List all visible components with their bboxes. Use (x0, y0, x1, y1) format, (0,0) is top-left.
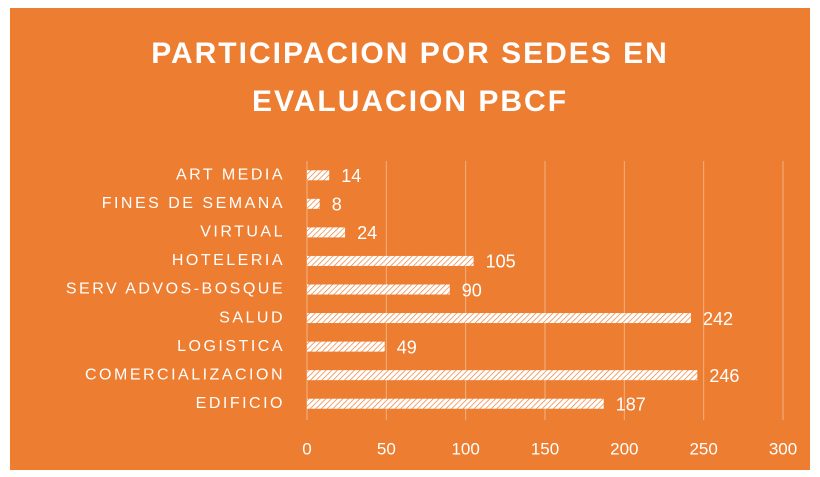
bar (307, 341, 385, 352)
data-label: 90 (462, 280, 482, 300)
bar (307, 198, 320, 209)
data-label: 242 (703, 309, 733, 329)
y-tick-label: SALUD (219, 309, 285, 326)
data-label: 8 (332, 195, 342, 215)
chart-title: EVALUACION PBCF (252, 85, 568, 118)
x-tick-label: 250 (689, 439, 717, 458)
bar (307, 370, 698, 381)
y-tick-label: SERV ADVOS-BOSQUE (66, 281, 285, 298)
x-tick-label: 50 (377, 439, 396, 458)
data-label: 105 (486, 252, 516, 272)
y-tick-label: VIRTUAL (200, 224, 285, 241)
x-tick-label: 0 (302, 439, 311, 458)
x-tick-label: 100 (451, 439, 479, 458)
x-tick-label: 300 (769, 439, 797, 458)
x-tick-label: 200 (610, 439, 638, 458)
chart-title: PARTICIPACION POR SEDES EN (151, 37, 669, 70)
data-label: 187 (616, 394, 646, 414)
data-label: 24 (357, 223, 377, 243)
y-tick-label: EDIFICIO (196, 395, 285, 412)
y-tick-label: ART MEDIA (176, 166, 285, 183)
data-label: 49 (397, 337, 417, 357)
bar (307, 398, 604, 409)
y-tick-label: FINES DE SEMANA (102, 195, 285, 212)
data-label: 246 (709, 366, 739, 386)
data-label: 14 (341, 166, 361, 186)
y-tick-label: HOTELERIA (172, 252, 285, 269)
bar (307, 313, 691, 324)
chart-background (10, 8, 810, 470)
bar (307, 170, 330, 181)
bar (307, 284, 450, 295)
y-tick-label: COMERCIALIZACION (85, 366, 285, 383)
y-tick-label: LOGISTICA (177, 338, 285, 355)
bar (307, 227, 346, 238)
x-tick-label: 150 (531, 439, 559, 458)
bar (307, 255, 474, 266)
